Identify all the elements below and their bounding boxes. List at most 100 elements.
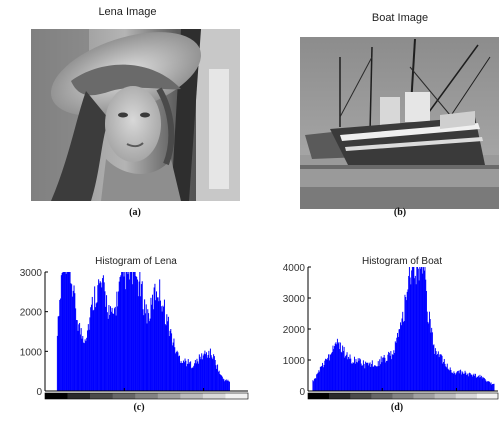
lena-histogram-bar — [170, 329, 172, 391]
lena-histogram-bar — [167, 316, 169, 391]
lena-histogram-bar — [104, 291, 106, 391]
lena-histogram-bar — [158, 301, 160, 391]
boat-histogram-bar — [408, 267, 410, 391]
lena-histogram-bar — [65, 273, 67, 391]
lena-histogram-bar — [74, 293, 76, 391]
boat-histogram-bar — [425, 279, 427, 391]
lena-histogram-bar — [182, 362, 184, 391]
lena-histogram-bar — [110, 306, 112, 391]
lena-histogram-bars — [56, 272, 230, 391]
boat-image-title: Boat Image — [371, 12, 429, 24]
lena-histogram-bar — [126, 272, 128, 391]
boat-histogram-bar — [385, 360, 387, 391]
boat-histogram-bar — [375, 366, 377, 391]
lena-y-tick-label: 0 — [36, 387, 42, 398]
boat-histogram-bar — [444, 363, 446, 391]
lena-histogram-bar — [71, 284, 73, 391]
lena-histogram-bar — [225, 380, 226, 391]
boat-histogram-bar — [426, 290, 427, 391]
boat-histogram-bar — [363, 363, 365, 391]
boat-histogram-bar — [314, 378, 316, 391]
lena-histogram-bar — [188, 363, 190, 391]
boat-histogram-bar — [419, 267, 421, 391]
lena-histogram-bar — [216, 368, 218, 391]
lena-histogram-bar — [137, 296, 139, 391]
boat-histogram-bar — [412, 267, 414, 391]
lena-histogram-bar — [169, 330, 171, 391]
boat-histogram-bar — [369, 362, 371, 391]
boat-histogram-bar — [348, 356, 350, 391]
boat-histogram-bar — [383, 354, 385, 391]
lena-histogram-bar — [225, 379, 227, 391]
boat-histogram-bar — [489, 383, 491, 391]
boat-histogram-bar — [420, 268, 422, 391]
boat-histogram-bar — [408, 275, 410, 391]
boat-histogram-bar — [418, 280, 420, 391]
boat-histogram-bar — [356, 362, 358, 391]
lena-histogram-bar — [96, 302, 98, 391]
boat-histogram-bar — [376, 366, 378, 391]
lena-histogram-bar — [123, 276, 125, 391]
lena-histogram-bar — [209, 357, 211, 391]
boat-histogram-svg: Histogram of Boat 0100020003000400001002… — [283, 256, 499, 413]
lena-histogram-bar — [142, 309, 144, 391]
lena-histogram-bar — [99, 281, 101, 391]
boat-histogram-bar — [316, 373, 318, 391]
boat-histogram-bar — [434, 348, 436, 391]
boat-histogram-bar — [348, 358, 350, 391]
boat-histogram-bar — [377, 366, 378, 391]
boat-y-tick-label: 4000 — [283, 263, 306, 274]
boat-histogram-bar — [440, 354, 442, 391]
lena-histogram-bar — [145, 304, 147, 391]
boat-histogram-bar — [456, 371, 458, 391]
boat-histogram-bar — [429, 319, 431, 391]
boat-histogram-bar — [409, 277, 411, 391]
lena-histogram-bar — [60, 275, 62, 391]
lena-histogram-bar — [184, 358, 186, 391]
boat-histogram-bar — [398, 329, 400, 391]
panel-c-caption: (c) — [133, 402, 145, 413]
lena-histogram-bar — [112, 313, 114, 391]
lena-histogram-bar — [201, 353, 203, 391]
boat-histogram-bar — [313, 381, 315, 391]
lena-histogram-bar — [58, 315, 60, 391]
boat-histogram-bar — [478, 377, 480, 391]
lena-histogram-bar — [171, 333, 173, 391]
lena-histogram-bar — [89, 317, 91, 391]
lena-grey-level-bar-segment — [112, 393, 136, 399]
lena-histogram-bar — [164, 324, 166, 391]
lena-x-tick-label: 200 — [195, 402, 212, 403]
lena-y-tick-label: 1000 — [20, 347, 43, 358]
boat-histogram-bar — [374, 365, 376, 391]
boat-histogram-bar — [402, 311, 404, 391]
boat-histogram-bar — [423, 267, 424, 391]
boat-histogram-bar — [319, 371, 321, 391]
lena-histogram-bar — [97, 285, 99, 391]
boat-histogram-bars — [312, 267, 495, 392]
lena-histogram-bar — [82, 335, 84, 391]
boat-histogram-bar — [437, 351, 439, 391]
boat-histogram-bar — [454, 373, 456, 391]
lena-histogram-bar — [91, 296, 93, 391]
boat-histogram-bar — [341, 352, 343, 391]
boat-histogram-bar — [371, 364, 373, 391]
boat-histogram-bar — [480, 375, 482, 391]
boat-histogram-bar — [448, 369, 450, 391]
lena-histogram-plot-area: 01000200030000100200 — [20, 268, 249, 413]
boat-histogram-bar — [459, 370, 461, 391]
boat-histogram-bar — [316, 374, 318, 391]
lena-histogram-bar — [125, 272, 127, 391]
boat-histogram-bar — [361, 365, 363, 391]
lena-histogram-bar — [121, 272, 123, 391]
lena-grey-level-bar — [44, 392, 249, 400]
lena-histogram-bar — [224, 381, 226, 391]
lena-histogram-bar — [139, 272, 141, 391]
lena-histogram-bar — [221, 375, 223, 391]
boat-histogram-bar — [447, 368, 449, 391]
lena-histogram-bar — [181, 363, 183, 391]
lena-histogram-bar — [146, 323, 148, 391]
boat-histogram-bar — [371, 360, 373, 391]
lena-y-tick-label: 3000 — [20, 268, 43, 279]
boat-x-tick-label: 200 — [448, 402, 465, 403]
boat-histogram-bar — [331, 352, 333, 391]
